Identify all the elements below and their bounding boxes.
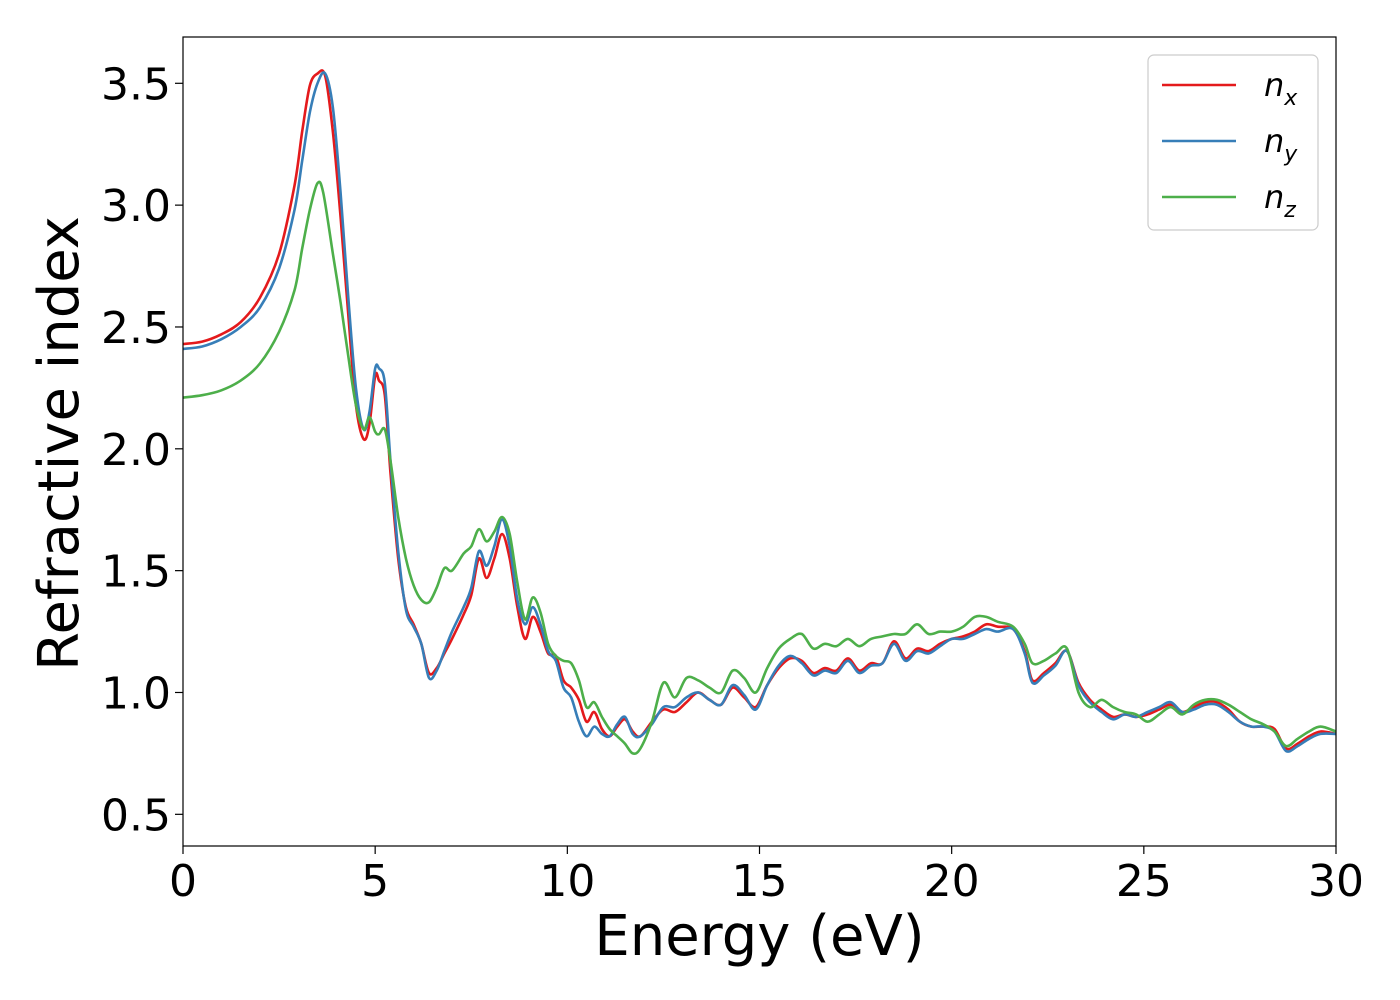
y-tick-label: 2.0 <box>101 425 171 476</box>
x-tick-label: 5 <box>361 856 389 907</box>
x-tick-label: 25 <box>1116 856 1172 907</box>
series-line-n_z <box>183 180 1336 756</box>
y-tick-label: 1.0 <box>101 668 171 719</box>
series-layer <box>183 69 1336 756</box>
x-tick-label: 15 <box>732 856 788 907</box>
y-tick-label: 0.5 <box>101 790 171 841</box>
y-tick-label: 2.5 <box>101 303 171 354</box>
x-tick-label: 10 <box>539 856 595 907</box>
x-tick-label: 20 <box>924 856 980 907</box>
y-tick-label: 3.0 <box>101 181 171 232</box>
legend-box <box>1147 54 1319 231</box>
x-tick-label: 0 <box>169 856 197 907</box>
series-line-n_y <box>183 71 1336 753</box>
series-line-n_x <box>183 69 1336 751</box>
ticks-layer: 0 5 10 15 20 25 30 0.5 1.0 1.5 2.0 2.5 3.0 3.5 <box>101 59 1364 907</box>
y-tick-label: 3.5 <box>101 59 171 110</box>
y-axis-label: Refractive index <box>27 216 92 671</box>
y-tick-label: 1.5 <box>101 547 171 598</box>
x-tick-label: 30 <box>1308 856 1364 907</box>
x-axis-label: Energy (eV) <box>594 904 924 969</box>
